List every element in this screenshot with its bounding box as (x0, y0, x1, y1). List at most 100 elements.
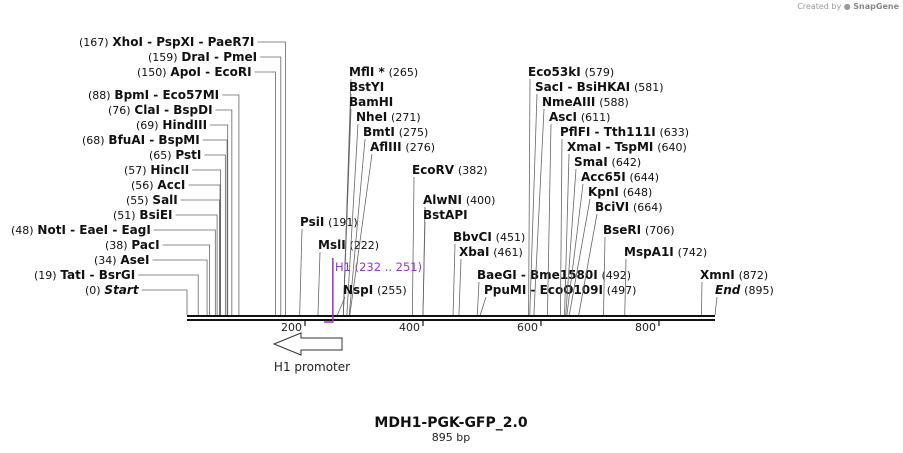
site-position: (742) (678, 246, 708, 259)
restriction-site-label: (55) SalI (126, 193, 178, 207)
site-leader-line (180, 199, 220, 315)
site-leader-line (204, 154, 226, 315)
site-position: (255) (377, 284, 407, 297)
map-title: MDH1-PGK-GFP_2.0 (374, 415, 527, 431)
promoter-arrow-icon (272, 332, 343, 356)
site-leader-line (701, 281, 703, 316)
site-leader-line (153, 229, 216, 315)
site-position: (611) (581, 111, 611, 124)
site-leader-line (337, 296, 346, 316)
site-leader-line (257, 41, 286, 315)
restriction-site-label: BaeGI - Bme1580I (492) (477, 268, 631, 282)
site-name: Acc65I (581, 170, 626, 184)
site-name: KpnI (588, 185, 619, 199)
watermark-brand: SnapGene (853, 2, 899, 11)
site-name: AlwNI (423, 193, 462, 207)
restriction-site-label: (88) BpmI - Eco57MI (88, 88, 219, 102)
site-leader-line (162, 244, 210, 315)
site-position: (191) (328, 216, 358, 229)
site-name: BaeGI - Bme1580I (477, 268, 598, 282)
site-name: PstI (175, 148, 201, 162)
site-leader-line (348, 138, 366, 316)
site-position: (265) (389, 66, 419, 79)
site-position: (400) (466, 194, 496, 207)
restriction-site-label: BstYI (349, 80, 384, 94)
restriction-site-label: MflI * (265) (349, 65, 418, 79)
restriction-site-label: (68) BfuAI - BspMI (82, 133, 200, 147)
map-length: 895 bp (432, 431, 470, 444)
site-position: (48) (11, 224, 34, 237)
restriction-site-label: EcoRV (382) (412, 163, 488, 177)
restriction-site-label: (38) PacI (105, 238, 160, 252)
site-leader-line (564, 153, 570, 316)
site-name: BstYI (349, 80, 384, 94)
site-leader-line (192, 169, 222, 315)
restriction-site-label: (167) XhoI - PspXI - PaeR7I (79, 35, 254, 49)
restriction-site-label: BbvCI (451) (453, 230, 525, 244)
site-name: ApoI - EcoRI (170, 65, 251, 79)
site-leader-line (547, 123, 552, 316)
site-name: DraI - PmeI (181, 50, 257, 64)
restriction-site-label: SacI - BsiHKAI (581) (535, 80, 664, 94)
site-name: PflFI - Tth111I (560, 125, 656, 139)
snapgene-logo-icon: ● (843, 2, 851, 11)
restriction-site-label: Eco53kI (579) (528, 65, 614, 79)
tick-label: 200 (281, 321, 302, 334)
restriction-site-label: (57) HincII (124, 163, 189, 177)
site-position: (167) (79, 36, 109, 49)
site-leader-line (476, 281, 480, 316)
site-leader-line (222, 94, 240, 315)
restriction-site-label: (56) AccI (131, 178, 185, 192)
restriction-site-label: PpuMI - EcoO109I (497) (484, 283, 636, 297)
watermark-prefix: Created by (797, 2, 842, 11)
site-position: (492) (602, 269, 632, 282)
restriction-site-label: (48) NotI - EaeI - EagI (11, 223, 151, 237)
restriction-site-label: PflFI - Tth111I (633) (560, 125, 689, 139)
site-leader-line (578, 213, 598, 316)
site-position: (497) (607, 284, 637, 297)
site-position: (579) (585, 66, 615, 79)
restriction-site-label: (69) HindIII (136, 118, 207, 132)
site-name: HincII (150, 163, 189, 177)
tick-label: 400 (399, 321, 420, 334)
site-position: (0) (85, 284, 101, 297)
site-position: (222) (350, 239, 380, 252)
site-position: (706) (645, 224, 675, 237)
restriction-site-label: NheI (271) (356, 110, 421, 124)
site-name: BsiEI (139, 208, 172, 222)
site-leader-line (215, 109, 233, 315)
restriction-site-label: NspI (255) (343, 283, 407, 297)
site-leader-line (254, 71, 276, 315)
site-name: MspA1I (624, 245, 674, 259)
site-position: (57) (124, 164, 147, 177)
site-name: PsiI (300, 215, 324, 229)
site-position: (68) (82, 134, 105, 147)
site-name: NotI - EaeI - EagI (37, 223, 150, 237)
site-leader-line (152, 259, 208, 315)
site-position: (581) (634, 81, 664, 94)
site-leader-line (560, 138, 563, 316)
site-name: EcoRV (412, 163, 455, 177)
site-leader-line (346, 123, 359, 316)
site-leader-line (411, 176, 415, 316)
restriction-site-label: BmtI (275) (363, 125, 428, 139)
site-leader-line (528, 78, 531, 316)
site-leader-line (141, 289, 188, 315)
site-name: BmtI (363, 125, 395, 139)
restriction-site-label: AscI (611) (549, 110, 610, 124)
site-leader-line (260, 56, 282, 315)
site-name: PpuMI - EcoO109I (484, 283, 603, 297)
site-leader-line (349, 153, 373, 316)
restriction-site-label: (0) Start (85, 283, 140, 297)
site-name: XbaI (459, 245, 489, 259)
site-position: (640) (657, 141, 687, 154)
site-position: (633) (660, 126, 690, 139)
site-position: (76) (108, 104, 131, 117)
site-position: (276) (405, 141, 435, 154)
site-leader-line (624, 258, 627, 316)
site-position: (19) (34, 269, 57, 282)
site-leader-line (565, 168, 577, 316)
snapgene-watermark: Created by ● SnapGene (797, 2, 899, 11)
site-name: MflI * (349, 65, 385, 79)
